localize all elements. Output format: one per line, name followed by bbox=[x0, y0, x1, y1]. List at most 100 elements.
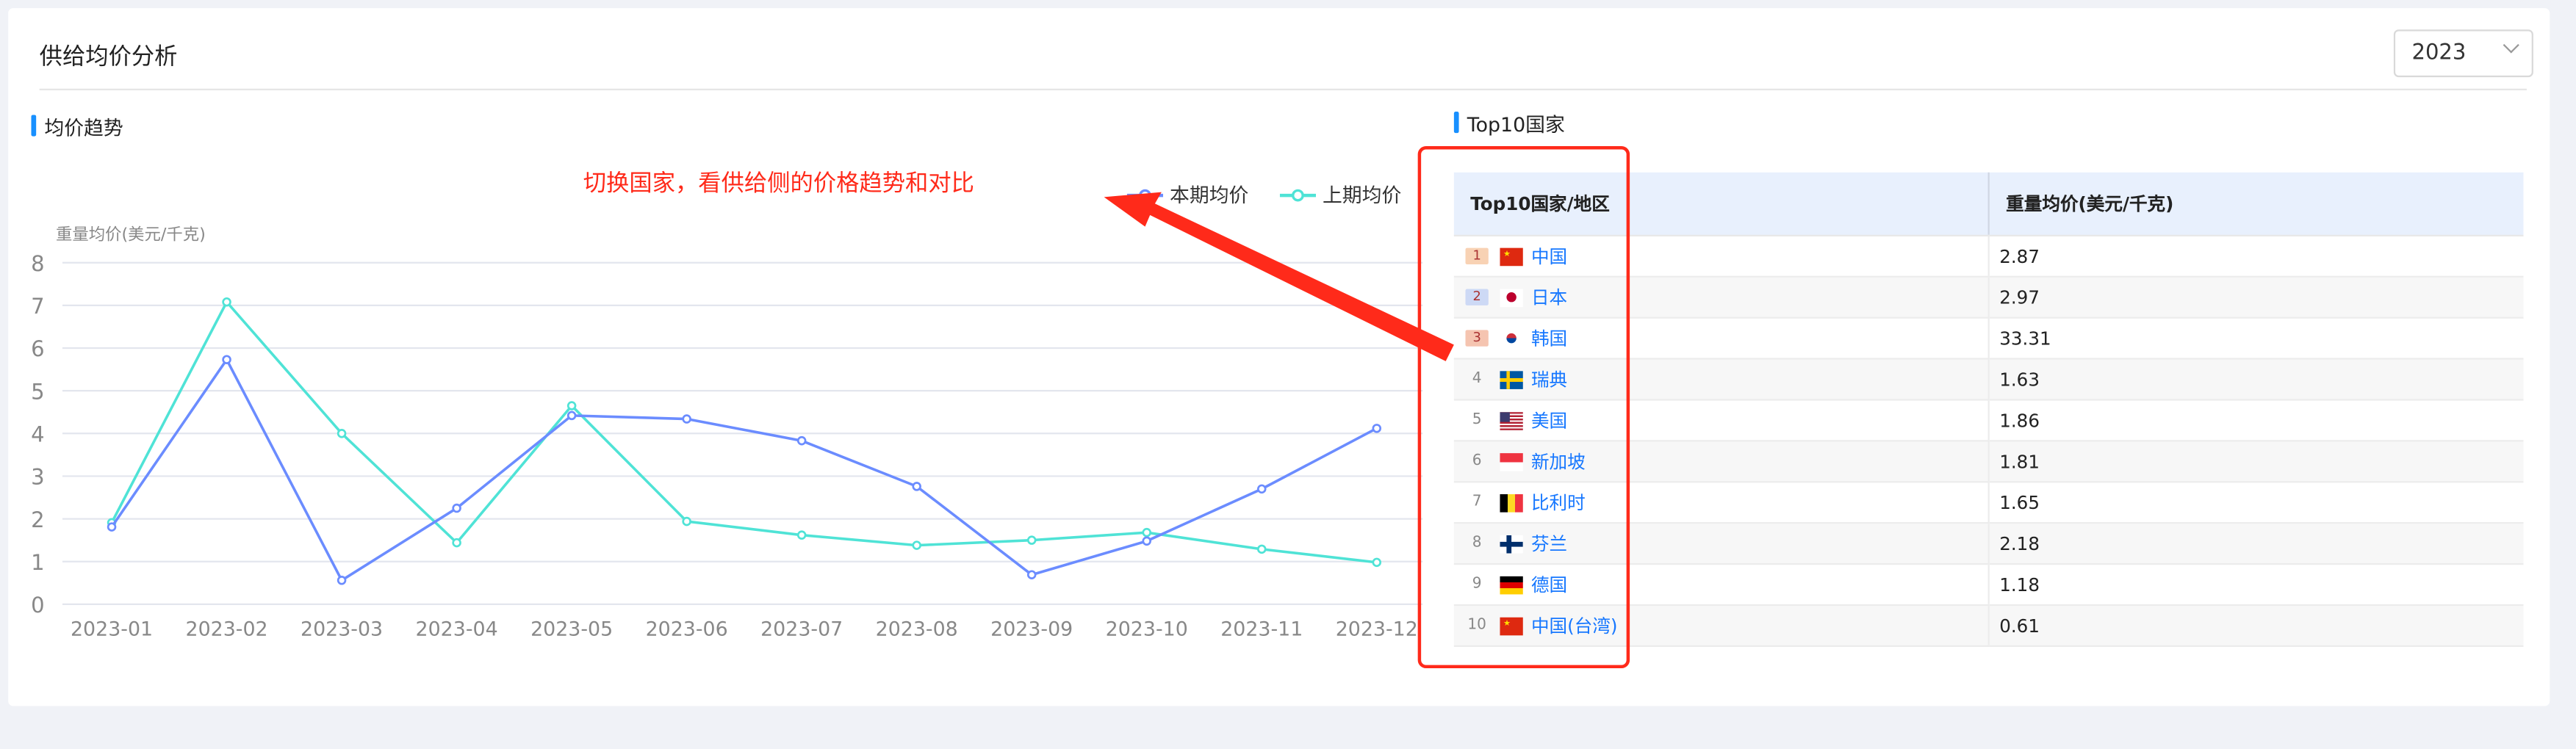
country-link[interactable]: 比利时 bbox=[1530, 492, 1586, 514]
legend-item-previous[interactable]: 上期均价 bbox=[1279, 181, 1401, 209]
data-point bbox=[452, 503, 461, 513]
flag-de-icon bbox=[1500, 575, 1523, 594]
flag-cn-icon: ★ bbox=[1500, 247, 1523, 266]
table-row[interactable]: 1 ★ 中国 2.87 bbox=[1453, 235, 2524, 278]
top10-table: Top10国家/地区 重量均价(美元/千克) 1 ★ 中国 2.87 2 日本 2.97 3 韩… bbox=[1453, 172, 2524, 647]
table-row[interactable]: 9 德国 1.18 bbox=[1453, 564, 2524, 607]
y-tick-label: 7 bbox=[31, 294, 44, 319]
country-link[interactable]: 美国 bbox=[1530, 410, 1568, 433]
price-cell: 2.87 bbox=[1987, 235, 2524, 278]
country-link[interactable]: 瑞典 bbox=[1530, 369, 1568, 391]
data-point bbox=[337, 429, 347, 438]
year-select-value: 2023 bbox=[2411, 40, 2467, 66]
flag-cn-icon: ★ bbox=[1500, 616, 1523, 635]
legend-label: 本期均价 bbox=[1170, 184, 1249, 207]
page-title: 供给均价分析 bbox=[39, 44, 178, 71]
country-link[interactable]: 中国 bbox=[1530, 246, 1568, 268]
table-row[interactable]: 5 美国 1.86 bbox=[1453, 399, 2524, 442]
country-link[interactable]: 新加坡 bbox=[1530, 451, 1586, 473]
data-point bbox=[1026, 535, 1037, 545]
y-tick-label: 8 bbox=[31, 251, 44, 276]
x-tick-label: 2023-10 bbox=[1106, 618, 1188, 640]
header-price: 重量均价(美元/千克) bbox=[1987, 172, 2524, 236]
x-tick-label: 2023-07 bbox=[760, 618, 843, 640]
price-cell: 1.86 bbox=[1987, 399, 2524, 442]
y-tick-label: 3 bbox=[31, 465, 44, 490]
legend-line-icon bbox=[1279, 188, 1317, 201]
data-point bbox=[796, 530, 807, 540]
rank-number: 6 bbox=[1472, 453, 1482, 470]
table-row[interactable]: 8 芬兰 2.18 bbox=[1453, 523, 2524, 565]
y-tick-label: 2 bbox=[31, 507, 44, 532]
year-select[interactable]: 2023 bbox=[2393, 29, 2533, 78]
data-point bbox=[566, 401, 577, 410]
table-section-title: Top10国家 bbox=[1453, 110, 1565, 138]
flag-fi-icon bbox=[1500, 534, 1523, 553]
x-tick-label: 2023-08 bbox=[876, 618, 958, 640]
data-point bbox=[796, 435, 807, 446]
data-point bbox=[1372, 557, 1382, 568]
rank-badge-icon: 2 bbox=[1465, 289, 1489, 305]
table-row[interactable]: 6 新加坡 1.81 bbox=[1453, 441, 2524, 483]
x-tick-label: 2023-11 bbox=[1220, 618, 1303, 640]
x-tick-label: 2023-12 bbox=[1336, 618, 1418, 640]
data-point bbox=[452, 538, 461, 548]
x-tick-label: 2023-03 bbox=[301, 618, 383, 640]
data-point bbox=[912, 482, 921, 491]
series-line-current bbox=[110, 357, 1378, 582]
data-point bbox=[566, 410, 577, 421]
price-cell: 0.61 bbox=[1987, 604, 2524, 647]
rank-number: 9 bbox=[1472, 576, 1482, 593]
y-tick-label: 4 bbox=[31, 421, 44, 446]
rank-number: 7 bbox=[1472, 494, 1482, 511]
rank-number: 4 bbox=[1472, 371, 1482, 388]
header-country: Top10国家/地区 bbox=[1453, 172, 1989, 236]
table-row[interactable]: 3 韩国 33.31 bbox=[1453, 317, 2524, 360]
data-point bbox=[107, 522, 117, 532]
rank-number: 5 bbox=[1472, 412, 1482, 429]
x-tick-label: 2023-09 bbox=[990, 618, 1073, 640]
flag-sg-icon bbox=[1500, 452, 1523, 471]
annotation-arrow bbox=[1104, 192, 1454, 361]
x-tick-label: 2023-05 bbox=[530, 618, 613, 640]
chart-section-title: 均价趋势 bbox=[31, 113, 123, 141]
data-point bbox=[1142, 527, 1151, 538]
rank-badge-icon: 1 bbox=[1465, 247, 1489, 264]
data-point bbox=[912, 540, 921, 550]
country-link[interactable]: 德国 bbox=[1530, 574, 1568, 596]
y-axis-label: 重量均价(美元/千克) bbox=[56, 225, 206, 244]
data-point bbox=[337, 576, 347, 585]
flag-jp-icon bbox=[1500, 288, 1523, 307]
table-row[interactable]: 7 比利时 1.65 bbox=[1453, 482, 2524, 524]
data-point bbox=[1026, 570, 1037, 579]
y-tick-label: 6 bbox=[31, 336, 44, 361]
rank-number: 10 bbox=[1467, 617, 1486, 634]
country-link[interactable]: 中国(台湾) bbox=[1530, 615, 1618, 637]
annotation-text: 切换国家，看供给侧的价格趋势和对比 bbox=[583, 170, 974, 198]
x-tick-label: 2023-01 bbox=[71, 618, 153, 640]
country-link[interactable]: 日本 bbox=[1530, 287, 1568, 309]
rank-badge-icon: 3 bbox=[1465, 330, 1489, 347]
divider bbox=[39, 88, 2527, 90]
annotation-highlight-box bbox=[1417, 146, 1630, 669]
table-row[interactable]: 10 ★ 中国(台湾) 0.61 bbox=[1453, 604, 2524, 647]
data-point bbox=[1256, 484, 1267, 494]
price-cell: 1.81 bbox=[1987, 441, 2524, 483]
table-row[interactable]: 4 瑞典 1.63 bbox=[1453, 358, 2524, 401]
country-link[interactable]: 韩国 bbox=[1530, 328, 1568, 350]
price-cell: 2.97 bbox=[1987, 276, 2524, 319]
chevron-down-icon bbox=[2503, 37, 2519, 54]
data-point bbox=[1142, 536, 1151, 546]
data-point bbox=[222, 355, 231, 364]
data-point bbox=[1372, 424, 1382, 433]
data-point bbox=[682, 516, 691, 527]
series-line-previous bbox=[110, 300, 1377, 564]
rank-number: 8 bbox=[1472, 535, 1482, 552]
x-tick-label: 2023-04 bbox=[416, 618, 498, 640]
price-cell: 1.18 bbox=[1987, 564, 2524, 607]
table-row[interactable]: 2 日本 2.97 bbox=[1453, 276, 2524, 319]
y-tick-label: 5 bbox=[31, 379, 44, 404]
price-cell: 1.63 bbox=[1987, 358, 2524, 401]
price-trend-chart: 重量均价(美元/千克) 0 1 2 3 4 5 6 7 8 2023-01 2023-02 2023-… bbox=[31, 225, 1423, 640]
country-link[interactable]: 芬兰 bbox=[1530, 533, 1568, 555]
